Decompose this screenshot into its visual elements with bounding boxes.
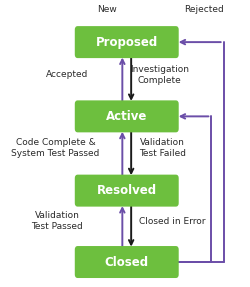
Text: Validation
Test Failed: Validation Test Failed xyxy=(139,138,186,158)
Text: Investigation
Complete: Investigation Complete xyxy=(130,65,189,85)
Text: Closed in Error: Closed in Error xyxy=(139,217,205,226)
Text: Active: Active xyxy=(106,110,148,123)
Text: New: New xyxy=(97,5,117,14)
Text: Rejected: Rejected xyxy=(184,5,224,14)
Text: Resolved: Resolved xyxy=(97,184,157,197)
Text: Code Complete &
System Test Passed: Code Complete & System Test Passed xyxy=(12,138,100,158)
FancyBboxPatch shape xyxy=(75,100,179,132)
FancyBboxPatch shape xyxy=(75,246,179,278)
FancyBboxPatch shape xyxy=(75,26,179,58)
Text: Proposed: Proposed xyxy=(96,36,158,49)
Text: Closed: Closed xyxy=(105,255,149,269)
Text: Accepted: Accepted xyxy=(46,70,88,79)
Text: Validation
Test Passed: Validation Test Passed xyxy=(31,211,83,231)
FancyBboxPatch shape xyxy=(75,174,179,207)
